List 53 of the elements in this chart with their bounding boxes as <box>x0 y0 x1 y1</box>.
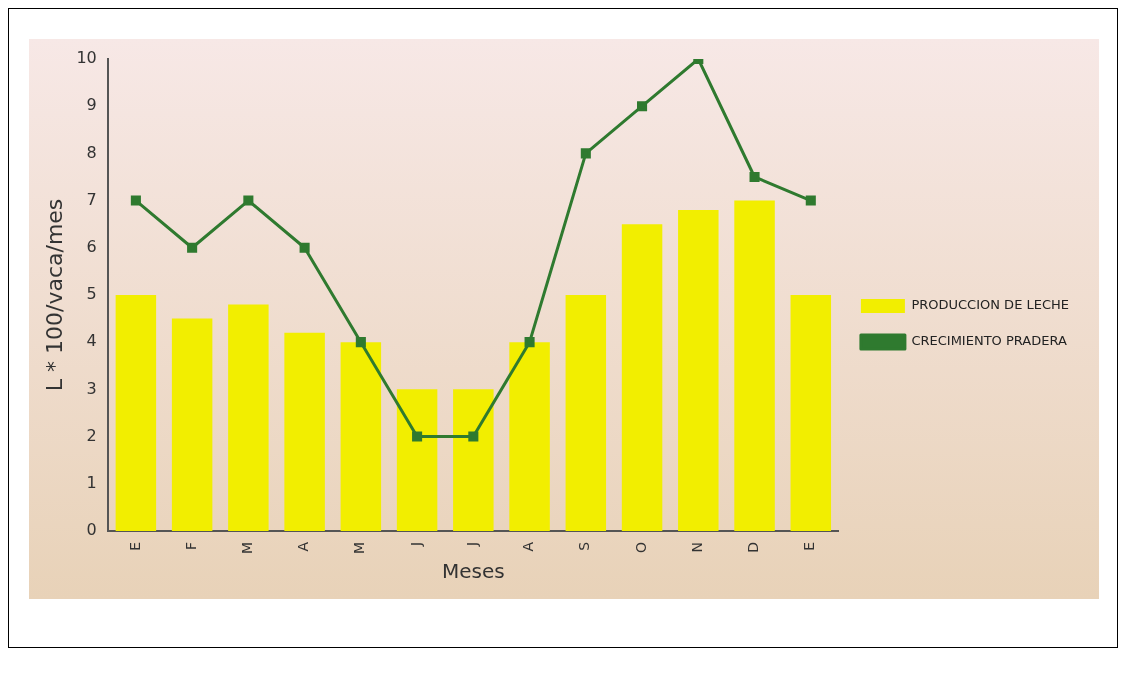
bar <box>453 389 494 531</box>
point <box>187 242 198 253</box>
y-tick-label: 2 <box>86 425 97 445</box>
y-tick-label: 0 <box>86 520 97 540</box>
y-tick-label: 5 <box>86 284 97 304</box>
y-tick-label: 4 <box>86 331 97 351</box>
bar <box>734 200 775 531</box>
y-axis-title: L * 100/vaca/mes <box>41 198 67 392</box>
bar <box>678 210 719 531</box>
x-tick-label: J <box>463 541 480 548</box>
bar <box>565 294 607 531</box>
bar <box>228 304 269 531</box>
x-tick-label: A <box>295 541 312 552</box>
y-tick-label: 8 <box>86 142 97 162</box>
y-tick-label: 6 <box>86 236 97 256</box>
x-tick-label: S <box>576 541 593 551</box>
x-tick-label: E <box>801 541 818 551</box>
point <box>468 431 479 442</box>
bar <box>115 294 157 531</box>
bar <box>171 318 213 531</box>
bar <box>621 224 663 531</box>
bar <box>284 332 325 531</box>
point <box>130 195 141 206</box>
y-tick-label: 3 <box>86 378 97 398</box>
x-tick-label: A <box>520 541 537 552</box>
bar <box>509 342 550 531</box>
point <box>805 195 816 206</box>
legend-label: PRODUCCION DE LECHE <box>911 297 1070 313</box>
x-tick-label: N <box>688 541 705 553</box>
x-tick-label: M <box>239 541 256 555</box>
x-tick-label: F <box>182 541 199 550</box>
x-tick-label: O <box>632 541 649 553</box>
x-axis-title: Meses <box>441 559 505 584</box>
point <box>412 431 423 442</box>
y-tick-label: 10 <box>76 48 97 68</box>
point <box>243 195 254 206</box>
legend-label: CRECIMIENTO PRADERA <box>911 333 1067 349</box>
x-tick-label: E <box>126 541 143 551</box>
bar <box>790 294 832 531</box>
x-tick-label: D <box>745 541 762 553</box>
x-tick-label: J <box>407 541 424 548</box>
point <box>355 337 366 348</box>
point <box>524 337 535 348</box>
x-tick-label: M <box>351 541 368 555</box>
y-tick-label: 7 <box>86 189 97 209</box>
y-tick-label: 1 <box>86 472 97 492</box>
point <box>749 171 760 183</box>
bar <box>340 342 382 531</box>
bar <box>396 389 438 531</box>
y-tick-label: 9 <box>86 95 97 115</box>
point <box>299 242 310 253</box>
point <box>637 101 648 112</box>
point <box>580 148 591 159</box>
